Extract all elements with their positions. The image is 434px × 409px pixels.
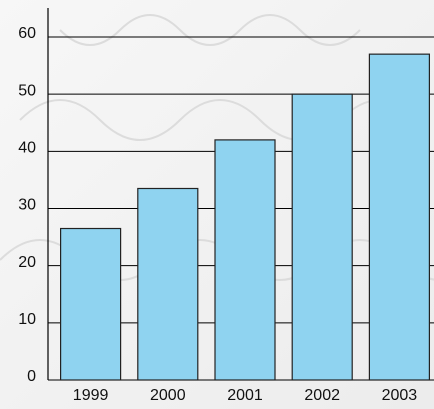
x-tick-label: 2003 (382, 387, 418, 404)
y-tick-label: 20 (18, 254, 36, 271)
y-tick-label: 50 (18, 82, 36, 99)
y-tick-label: 60 (18, 25, 36, 42)
x-tick-label: 1999 (73, 387, 109, 404)
bar (137, 187, 199, 381)
y-tick-label: 10 (18, 311, 36, 328)
y-tick-label: 30 (18, 197, 36, 214)
bar (59, 227, 122, 381)
bar (368, 53, 430, 381)
bar (214, 139, 276, 381)
bar (291, 93, 353, 381)
x-tick-label: 2000 (150, 387, 186, 404)
x-tick-label: 2001 (227, 387, 263, 404)
y-tick-label: 0 (27, 368, 36, 385)
x-tick-label: 2002 (304, 387, 340, 404)
y-tick-label: 40 (18, 140, 36, 157)
